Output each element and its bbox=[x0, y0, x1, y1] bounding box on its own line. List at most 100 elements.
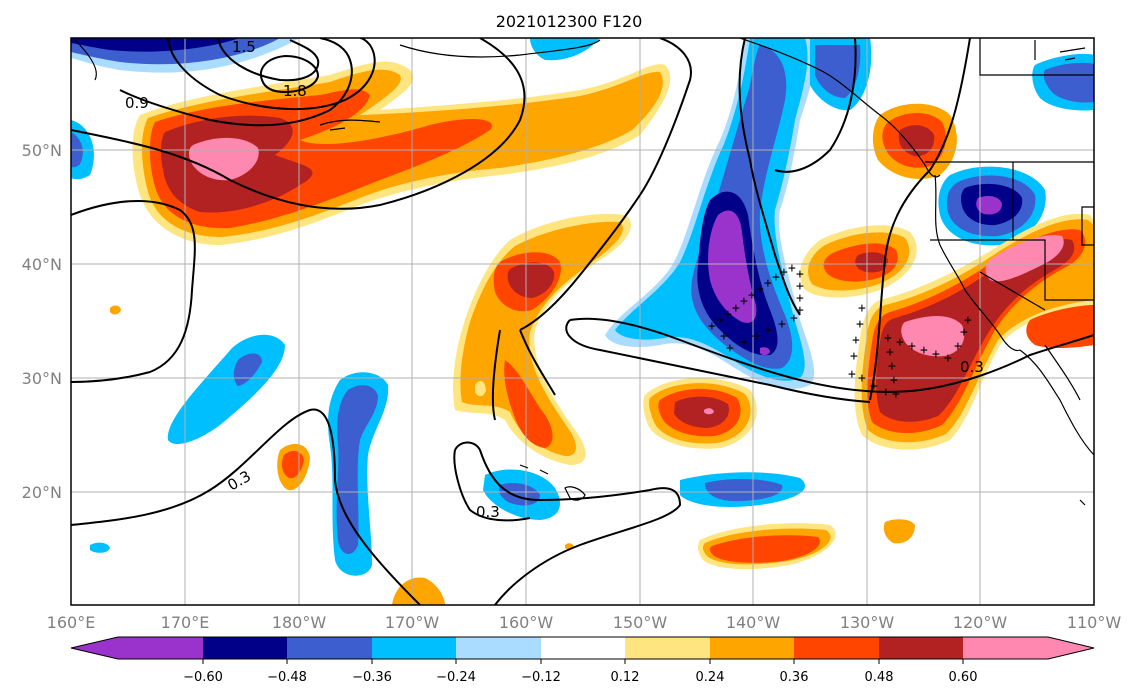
colorbar-segment bbox=[287, 637, 372, 659]
colorbar-tick-label: −0.60 bbox=[183, 670, 223, 685]
svg-text:+: + bbox=[724, 307, 732, 322]
colorbar-segment bbox=[963, 637, 1048, 659]
lon-tick-label: 160°W bbox=[499, 613, 554, 632]
contours bbox=[71, 38, 1094, 605]
svg-text:+: + bbox=[752, 329, 760, 344]
colorbar-tick-label: 0.24 bbox=[696, 670, 725, 685]
colorbar-tick-label: 0.60 bbox=[949, 670, 978, 685]
shade-central-negative bbox=[90, 334, 806, 576]
lon-tick-label: 110°W bbox=[1067, 613, 1122, 632]
svg-text:+: + bbox=[884, 331, 892, 346]
svg-text:+: + bbox=[856, 317, 864, 332]
svg-text:+: + bbox=[954, 339, 962, 354]
svg-text:+: + bbox=[892, 387, 900, 402]
svg-text:+: + bbox=[796, 291, 804, 306]
lon-tick-label: 130°W bbox=[840, 613, 895, 632]
svg-text:+: + bbox=[772, 270, 780, 285]
svg-text:+: + bbox=[796, 279, 804, 294]
svg-text:+: + bbox=[886, 345, 894, 360]
svg-text:+: + bbox=[778, 317, 786, 332]
significance-markers: + + + + + + + + + + + + ++ ++ ++ ++ ++ ++ ++ +… bbox=[708, 261, 972, 402]
svg-text:+: + bbox=[780, 265, 788, 280]
svg-text:+: + bbox=[920, 343, 928, 358]
colorbar-tick-label: −0.12 bbox=[521, 670, 561, 685]
lat-tick-label: 30°N bbox=[22, 369, 62, 388]
colorbar-tick-label: 0.12 bbox=[611, 670, 640, 685]
lat-tick-label: 40°N bbox=[22, 255, 62, 274]
colorbar-tick-label: 0.48 bbox=[865, 670, 894, 685]
svg-text:+: + bbox=[852, 333, 860, 348]
svg-text:+: + bbox=[788, 261, 796, 276]
lon-tick-labels: 160°E 170°E 180°W 170°W 160°W 150°W 140°… bbox=[47, 613, 1122, 632]
contour-label-1: 1.5 bbox=[232, 38, 256, 56]
map-title: 2021012300 F120 bbox=[496, 12, 643, 31]
colorbar-tick-label: 0.36 bbox=[780, 670, 809, 685]
svg-text:+: + bbox=[764, 276, 772, 291]
colorbar-frame bbox=[70, 636, 1095, 660]
lat-tick-label: 50°N bbox=[22, 141, 62, 160]
svg-text:+: + bbox=[748, 288, 756, 303]
svg-text:+: + bbox=[732, 301, 740, 316]
colorbar-segment bbox=[118, 637, 203, 659]
svg-text:+: + bbox=[960, 325, 968, 340]
colorbar-segment bbox=[456, 637, 541, 659]
shade-small-positive bbox=[110, 305, 915, 605]
colorbar-tick-label: −0.48 bbox=[267, 670, 307, 685]
lon-tick-label: 140°W bbox=[726, 613, 781, 632]
svg-text:+: + bbox=[716, 313, 724, 328]
colorbar-segment bbox=[710, 637, 794, 659]
colorbar-tick-label: −0.36 bbox=[352, 670, 392, 685]
contour-label-3: 0.9 bbox=[125, 94, 149, 112]
svg-text:+: + bbox=[726, 341, 734, 356]
svg-text:+: + bbox=[908, 339, 916, 354]
colorbar-segment bbox=[625, 637, 710, 659]
svg-text:+: + bbox=[796, 303, 804, 318]
svg-text:+: + bbox=[850, 349, 858, 364]
colorbar-segment bbox=[794, 637, 879, 659]
graticule bbox=[71, 38, 1094, 605]
svg-text:+: + bbox=[720, 329, 728, 344]
lon-tick-label: 150°W bbox=[613, 613, 668, 632]
svg-text:+: + bbox=[888, 359, 896, 374]
colorbar-tick-label: −0.24 bbox=[436, 670, 476, 685]
colorbar-segment bbox=[71, 637, 118, 659]
svg-text:+: + bbox=[756, 282, 764, 297]
colorbar-segment bbox=[541, 637, 625, 659]
svg-text:+: + bbox=[882, 385, 890, 400]
svg-text:+: + bbox=[764, 323, 772, 338]
svg-text:+: + bbox=[964, 313, 972, 328]
svg-text:+: + bbox=[740, 335, 748, 350]
svg-text:+: + bbox=[740, 294, 748, 309]
svg-text:+: + bbox=[796, 267, 804, 282]
colorbar-segment bbox=[203, 637, 287, 659]
svg-text:+: + bbox=[932, 347, 940, 362]
shade-central-positive bbox=[453, 213, 631, 465]
svg-text:+: + bbox=[870, 379, 878, 394]
svg-text:+: + bbox=[790, 311, 798, 326]
svg-text:+: + bbox=[944, 351, 952, 366]
svg-text:+: + bbox=[858, 371, 866, 386]
svg-text:+: + bbox=[896, 335, 904, 350]
lon-tick-label: 170°E bbox=[161, 613, 210, 632]
contour-label-2: 1.8 bbox=[283, 82, 307, 100]
lon-tick-label: 180°W bbox=[272, 613, 327, 632]
lon-tick-label: 170°W bbox=[385, 613, 440, 632]
colorbar-segment bbox=[879, 637, 963, 659]
svg-text:+: + bbox=[858, 301, 866, 316]
colorbar-segment bbox=[372, 637, 456, 659]
contour-label-6: 0.3 bbox=[960, 358, 984, 376]
colorbar: −0.60 −0.48 −0.36 −0.24 −0.12 0.12 0.24 … bbox=[70, 636, 1095, 685]
shade-ne-pacific-negative bbox=[605, 38, 872, 389]
map-frame bbox=[70, 37, 1095, 606]
colorbar-segment bbox=[1048, 637, 1094, 659]
lon-tick-label: 120°W bbox=[953, 613, 1008, 632]
lat-tick-label: 20°N bbox=[22, 483, 62, 502]
lon-tick-label: 160°E bbox=[47, 613, 96, 632]
map-area: 1.5 1.8 0.9 0.3 0.3 0.3 + + + + + + + + + + +… bbox=[71, 38, 1094, 605]
svg-text:+: + bbox=[890, 373, 898, 388]
contour-label-5: 0.3 bbox=[476, 503, 500, 521]
lat-tick-labels: 50°N 40°N 30°N 20°N bbox=[22, 141, 62, 502]
svg-text:+: + bbox=[708, 319, 716, 334]
svg-text:+: + bbox=[848, 367, 856, 382]
